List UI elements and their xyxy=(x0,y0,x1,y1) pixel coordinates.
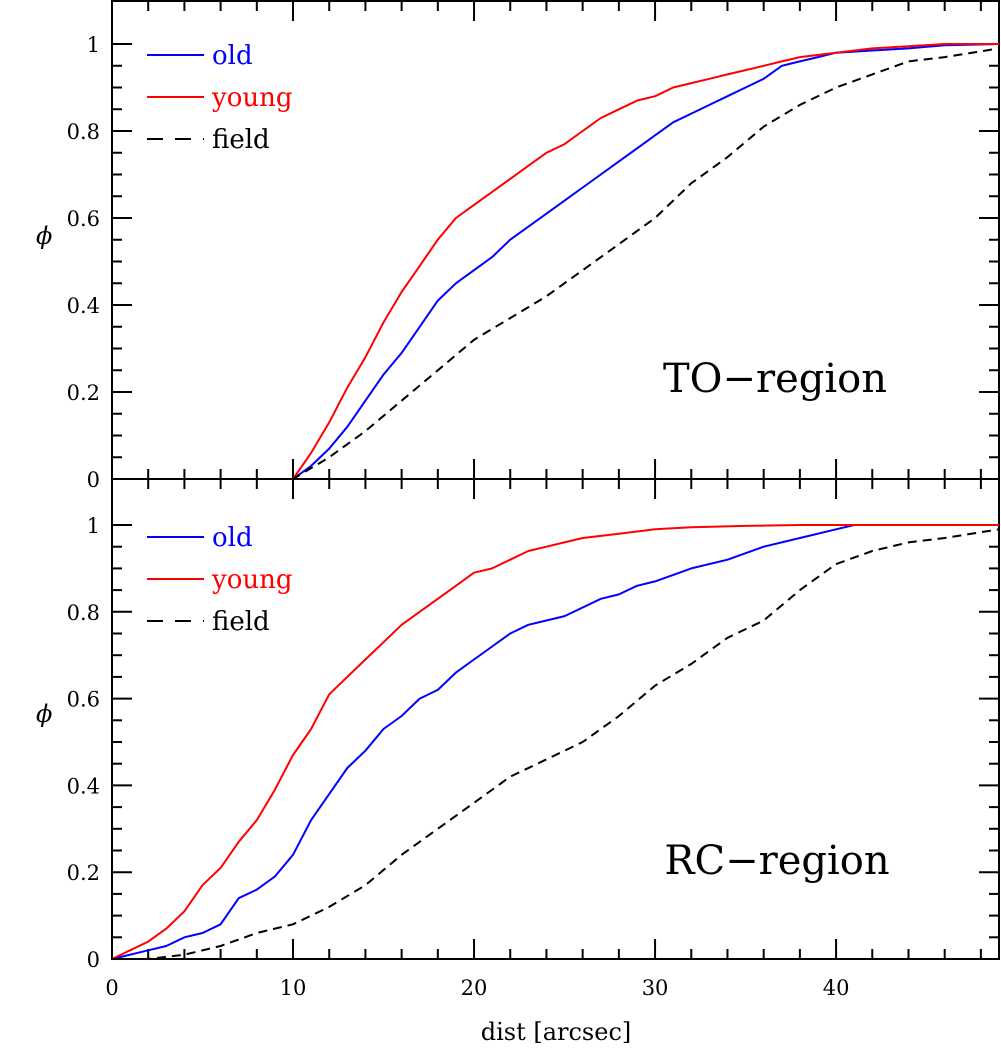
legend-label-field: field xyxy=(212,607,270,637)
top-panel-ytick-labels: 0 0.2 0.4 0.6 0.8 1 xyxy=(67,33,100,492)
y-tick-label: 0.8 xyxy=(67,601,100,625)
top-panel-frame xyxy=(111,0,1000,480)
bottom-panel-series xyxy=(111,524,1000,960)
series-line-young xyxy=(112,43,999,480)
bottom-panel: 0 0.2 0.4 0.6 0.8 1 0 10 20 30 40 old young field ϕ… xyxy=(36,478,1000,1046)
x-tick-label: 40 xyxy=(823,976,850,1000)
top-panel: 0 0.2 0.4 0.6 0.8 1 old young field ϕ TO−region xyxy=(36,0,1000,492)
series-line-field xyxy=(112,528,1000,960)
series-line-old xyxy=(111,524,999,960)
x-tick-label: 0 xyxy=(105,976,118,1000)
y-tick-label: 0.6 xyxy=(67,207,100,231)
legend-label-old: old xyxy=(212,41,253,71)
top-panel-series xyxy=(112,43,1000,480)
bottom-panel-legend: old young field xyxy=(147,523,292,637)
legend-label-field: field xyxy=(212,125,270,155)
x-axis-label: dist [arcsec] xyxy=(481,1018,632,1046)
top-panel-ticks xyxy=(111,1,999,480)
series-line-old xyxy=(112,43,1000,480)
bottom-panel-ytick-labels: 0 0.2 0.4 0.6 0.8 1 xyxy=(67,514,100,972)
x-tick-label: 20 xyxy=(461,976,488,1000)
y-tick-label: 0.6 xyxy=(67,688,100,712)
y-tick-label: 0.4 xyxy=(67,774,100,798)
bottom-panel-xtick-labels: 0 10 20 30 40 xyxy=(105,976,849,1000)
y-tick-label: 1 xyxy=(87,514,100,538)
x-tick-label: 10 xyxy=(280,976,307,1000)
series-line-field xyxy=(112,47,1000,480)
y-tick-label: 0.8 xyxy=(67,120,100,144)
y-tick-label: 0 xyxy=(87,468,100,492)
y-tick-label: 0 xyxy=(87,948,100,972)
series-line-young xyxy=(111,524,999,960)
legend-label-young: young xyxy=(211,83,292,113)
y-tick-label: 0.2 xyxy=(67,381,100,405)
y-tick-label: 0.4 xyxy=(67,294,100,318)
y-tick-label: 1 xyxy=(87,33,100,57)
top-panel-legend: old young field xyxy=(147,41,292,155)
bottom-panel-ylabel: ϕ xyxy=(36,700,52,728)
top-panel-ylabel: ϕ xyxy=(36,222,52,250)
legend-label-old: old xyxy=(212,523,253,553)
top-panel-region-label: TO−region xyxy=(663,356,887,402)
x-tick-label: 30 xyxy=(642,976,669,1000)
y-tick-label: 0.2 xyxy=(67,861,100,885)
bottom-panel-region-label: RC−region xyxy=(664,838,889,884)
bottom-panel-frame xyxy=(111,478,1000,960)
legend-label-young: young xyxy=(211,565,292,595)
